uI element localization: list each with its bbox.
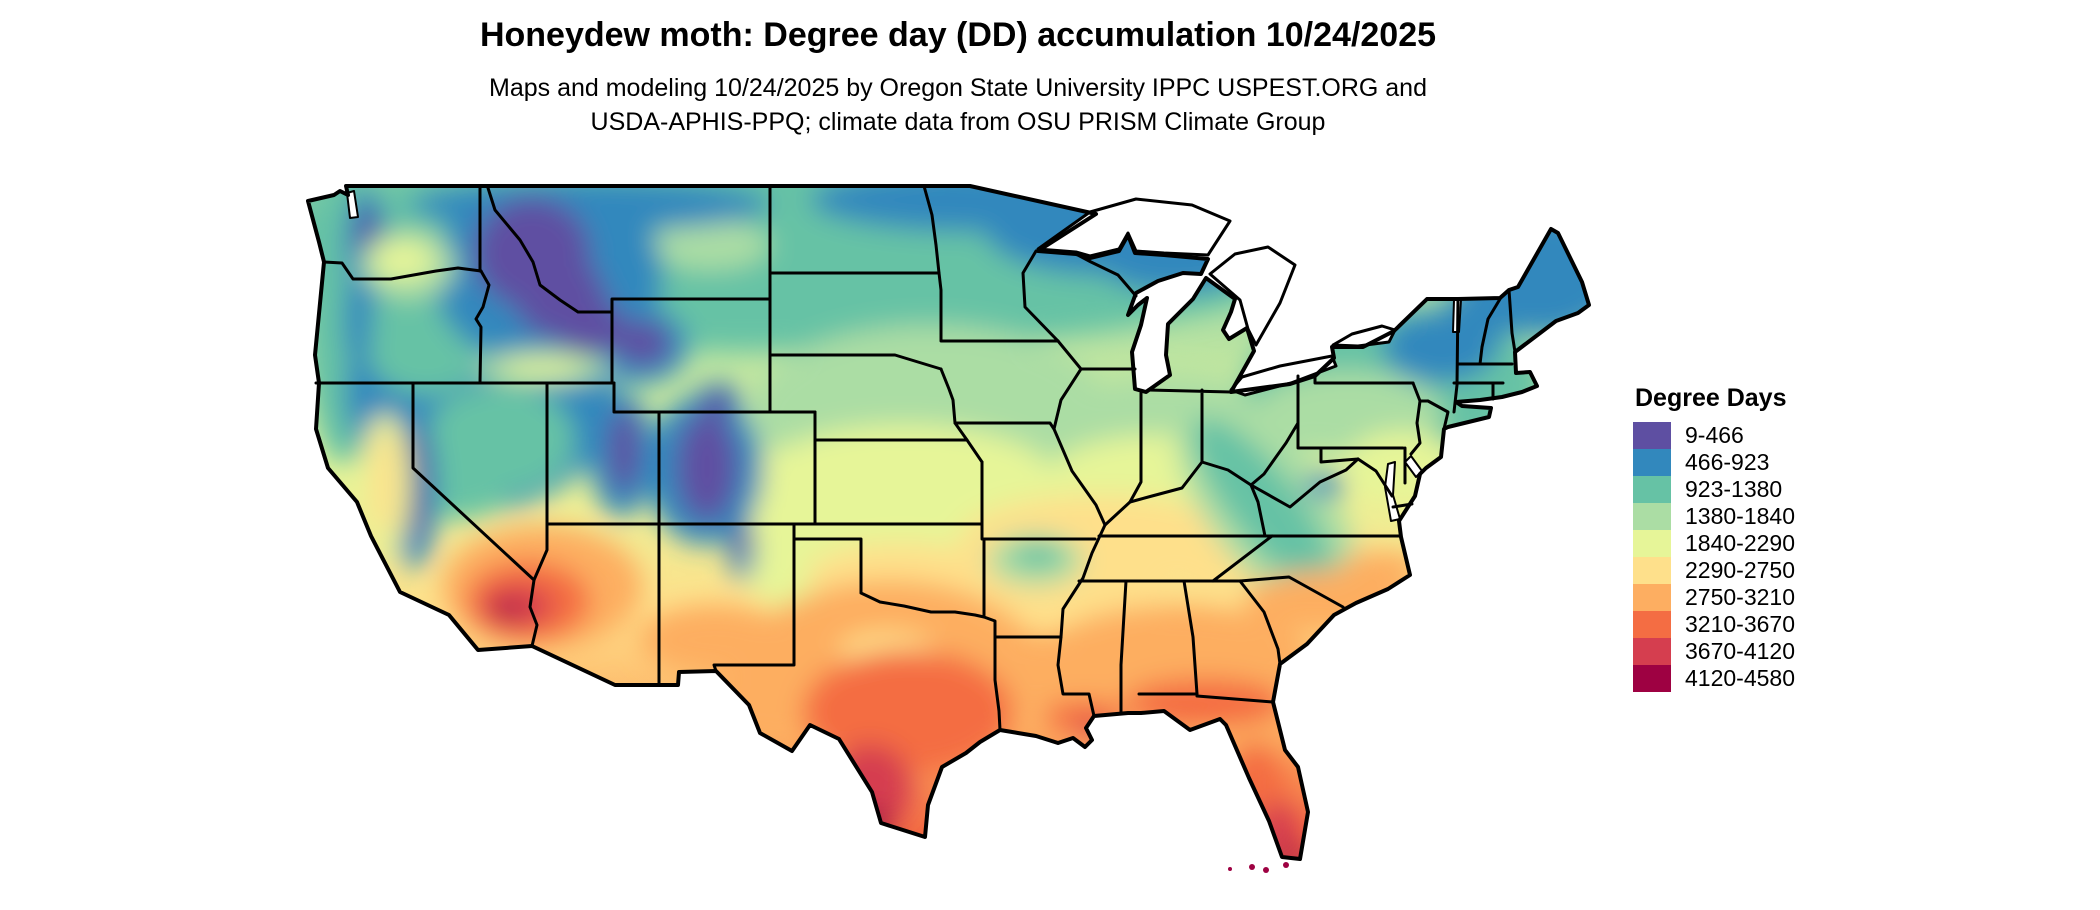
- delaware-bay-shape: [1404, 455, 1423, 478]
- legend-entry: 4120-4580: [1633, 665, 1795, 692]
- legend-swatch: [1633, 665, 1671, 692]
- legend-label: 466-923: [1685, 449, 1770, 475]
- legend-swatch: [1633, 611, 1671, 638]
- map-container: [290, 155, 1620, 905]
- legend-label: 2750-3210: [1685, 584, 1795, 610]
- puget-sound-shape: [346, 190, 359, 219]
- legend-entry: 466-923: [1633, 449, 1795, 476]
- legend-entry: 923-1380: [1633, 476, 1795, 503]
- legend-label: 4120-4580: [1685, 665, 1795, 691]
- lake-huron-shape: [1208, 245, 1297, 347]
- legend-entry: 1840-2290: [1633, 530, 1795, 557]
- legend-swatch: [1633, 638, 1671, 665]
- map-subtitle-line-1: Maps and modeling 10/24/2025 by Oregon S…: [489, 74, 1427, 102]
- map-subtitle-line-2: USDA-APHIS-PPQ; climate data from OSU PR…: [590, 108, 1326, 136]
- legend-label: 3670-4120: [1685, 638, 1795, 664]
- legend-label: 1380-1840: [1685, 503, 1795, 529]
- florida-keys: [1228, 862, 1289, 873]
- legend-rows: 9-466 466-923 923-1380 1380-1840 1840-2290 22…: [1633, 422, 1795, 692]
- legend-entry: 2290-2750: [1633, 557, 1795, 584]
- degree-day-raster: [308, 186, 1589, 859]
- lake-erie-shape: [1229, 354, 1338, 397]
- legend-swatch: [1633, 557, 1671, 584]
- legend-swatch: [1633, 530, 1671, 557]
- legend-entry: 3670-4120: [1633, 638, 1795, 665]
- legend-swatch: [1633, 476, 1671, 503]
- legend: Degree Days 9-466 466-923 923-1380 1380-184…: [1633, 384, 1795, 692]
- legend-swatch: [1633, 584, 1671, 611]
- legend-label: 2290-2750: [1685, 557, 1795, 583]
- us-degree-day-map: [306, 184, 1591, 873]
- legend-entry: 2750-3210: [1633, 584, 1795, 611]
- header: Honeydew moth: Degree day (DD) accumulat…: [0, 16, 1916, 139]
- legend-label: 1840-2290: [1685, 530, 1795, 556]
- us-border-outline: [306, 184, 1591, 861]
- legend-entry: 1380-1840: [1633, 503, 1795, 530]
- legend-label: 923-1380: [1685, 476, 1783, 502]
- map-title: Honeydew moth: Degree day (DD) accumulat…: [479, 16, 1437, 54]
- legend-title: Degree Days: [1635, 384, 1787, 412]
- legend-swatch: [1633, 449, 1671, 476]
- legend-swatch: [1633, 503, 1671, 530]
- legend-entry: 3210-3670: [1633, 611, 1795, 638]
- legend-entry: 9-466: [1633, 422, 1795, 449]
- legend-label: 9-466: [1685, 422, 1744, 448]
- legend-label: 3210-3670: [1685, 611, 1795, 637]
- legend-swatch: [1633, 422, 1671, 449]
